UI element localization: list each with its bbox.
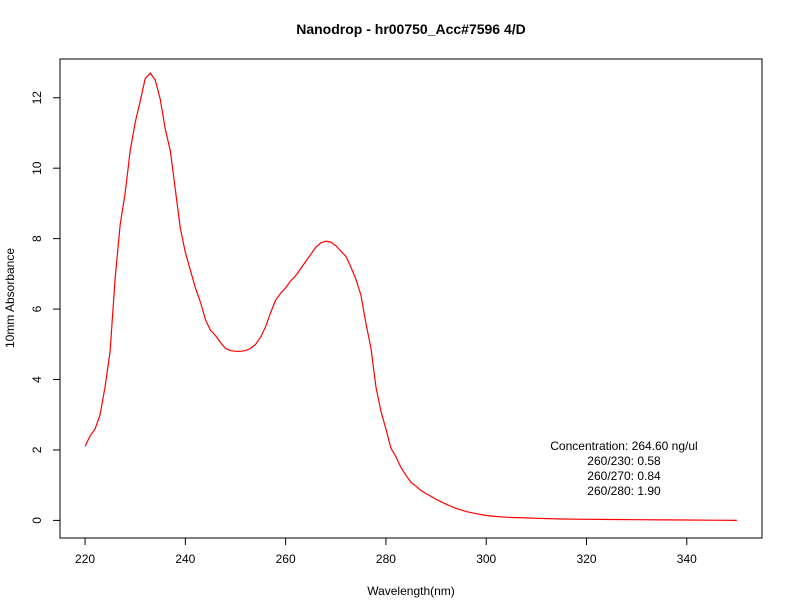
y-tick-label: 4 — [30, 376, 44, 383]
x-tick-label: 220 — [75, 552, 95, 566]
y-tick-label: 8 — [30, 235, 44, 242]
absorbance-line — [84, 72, 737, 522]
y-tick-label: 0 — [30, 517, 44, 524]
x-tick-label: 260 — [276, 552, 296, 566]
x-tick-label: 320 — [576, 552, 596, 566]
annotation-line: 260/270: 0.84 — [587, 469, 661, 483]
x-tick-label: 280 — [376, 552, 396, 566]
annotation-line: 260/280: 1.90 — [587, 484, 661, 498]
x-tick-label: 300 — [476, 552, 496, 566]
y-tick-label: 6 — [30, 305, 44, 312]
y-tick-label: 2 — [30, 446, 44, 453]
y-axis: 0 2 4 6 8 10 12 — [30, 91, 61, 524]
x-tick-label: 240 — [175, 552, 195, 566]
annotation-line: Concentration: 264.60 ng/ul — [550, 439, 697, 453]
x-tick-label: 340 — [677, 552, 697, 566]
y-axis-label: 10mm Absorbance — [3, 248, 17, 348]
y-tick-label: 12 — [30, 91, 44, 105]
y-tick-label: 10 — [30, 161, 44, 175]
x-axis: 220 240 260 280 300 320 340 — [75, 537, 697, 566]
chart-title: Nanodrop - hr00750_Acc#7596 4/D — [296, 21, 526, 37]
annotation-line: 260/230: 0.58 — [587, 454, 661, 468]
x-axis-label: Wavelength(nm) — [367, 584, 455, 598]
